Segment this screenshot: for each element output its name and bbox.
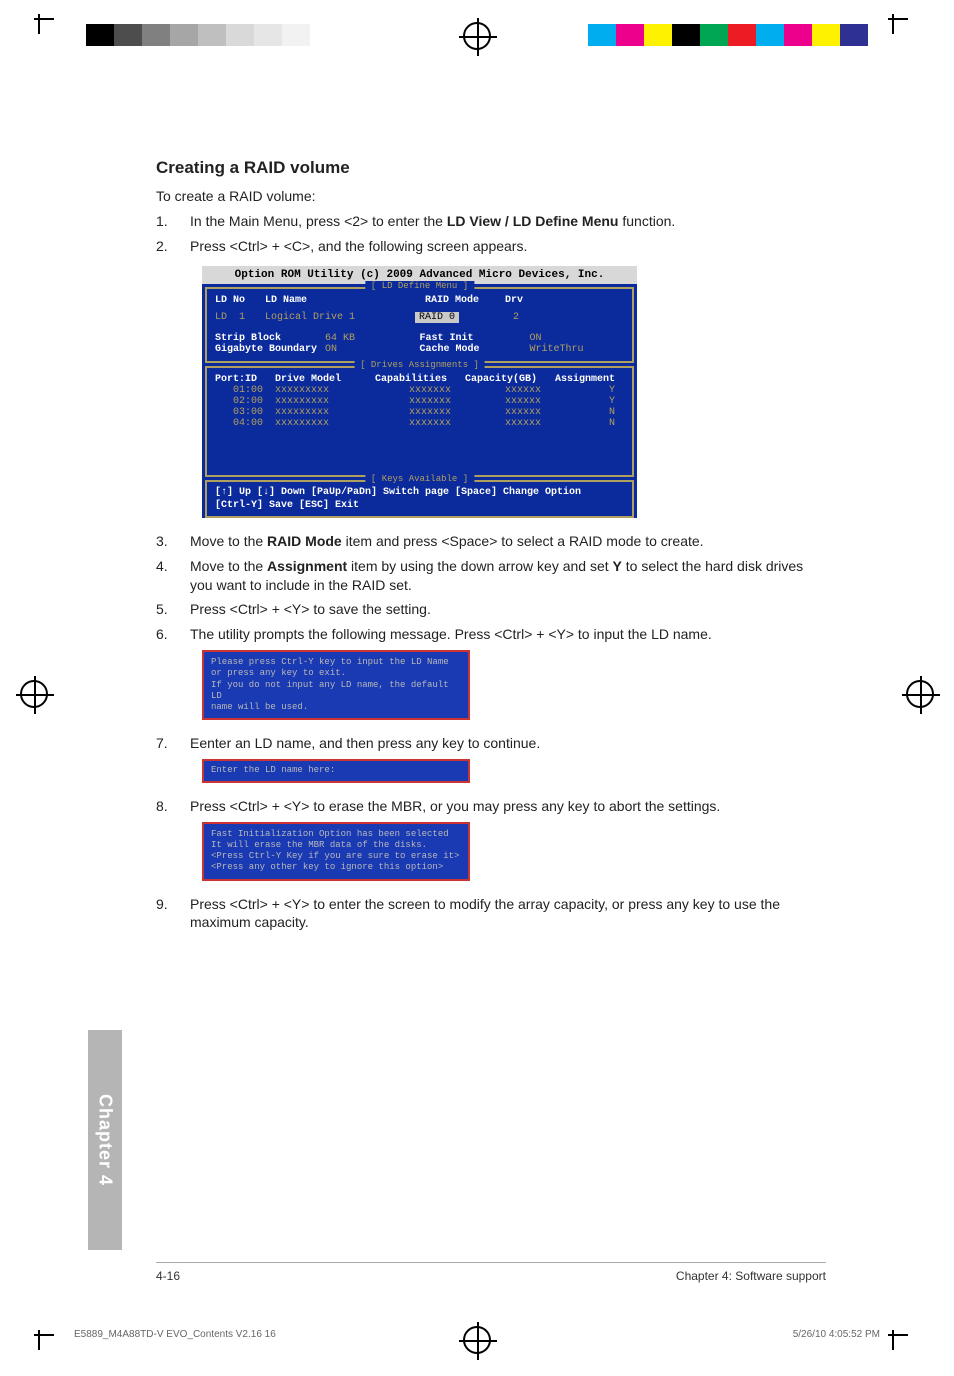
step: 9.Press <Ctrl> + <Y> to enter the screen… <box>156 895 826 933</box>
steps-list: 3. Move to the RAID Mode item and press … <box>156 532 826 644</box>
drive-row: 01:00xxxxxxxxxxxxxxxxxxxxxxY <box>215 385 624 396</box>
crop-mark <box>892 1334 916 1358</box>
chapter-tab: Chapter 4 <box>88 1030 122 1250</box>
color-swatches-left <box>86 24 366 46</box>
step: 5.Press <Ctrl> + <Y> to save the setting… <box>156 600 826 619</box>
step: 3. Move to the RAID Mode item and press … <box>156 532 826 551</box>
ld-row: LD 1 Logical Drive 1 RAID 0 2 <box>215 312 624 323</box>
step: 7.Eenter an LD name, and then press any … <box>156 734 826 753</box>
prompt-box: Please press Ctrl-Y key to input the LD … <box>202 650 470 720</box>
step-number: 1. <box>156 212 190 231</box>
step: 2. Press <Ctrl> + <C>, and the following… <box>156 237 826 256</box>
ld-meta: Strip Block64 KB Fast InitON Gigabyte Bo… <box>215 333 624 355</box>
registration-mark <box>20 680 48 708</box>
section-label: [ Keys Available ] <box>365 474 474 484</box>
drives-body: 01:00xxxxxxxxxxxxxxxxxxxxxxY02:00xxxxxxx… <box>215 385 624 429</box>
page: Creating a RAID volume To create a RAID … <box>0 0 954 1376</box>
bios-ld-define: [ LD Define Menu ] LD No LD Name RAID Mo… <box>205 287 634 363</box>
swatch <box>616 24 644 46</box>
step-number: 2. <box>156 237 190 256</box>
section-label: [ LD Define Menu ] <box>365 281 474 291</box>
registration-mark <box>906 680 934 708</box>
swatch <box>114 24 142 46</box>
swatch <box>728 24 756 46</box>
print-timestamp: 5/26/10 4:05:52 PM <box>793 1329 880 1340</box>
document-body: Creating a RAID volume To create a RAID … <box>156 158 826 938</box>
swatch <box>254 24 282 46</box>
swatch <box>310 24 338 46</box>
bios-drives: [ Drives Assignments ] Port:ID Drive Mod… <box>205 366 634 477</box>
swatch <box>840 24 868 46</box>
keys-line: [↑] Up [↓] Down [PaUp/PaDn] Switch page … <box>215 486 624 499</box>
bios-keys: [ Keys Available ] [↑] Up [↓] Down [PaUp… <box>205 480 634 518</box>
chapter-tab-label: Chapter 4 <box>95 1094 116 1186</box>
registration-mark <box>463 22 491 50</box>
print-job-line: E5889_M4A88TD-V EVO_Contents V2.16 16 5/… <box>74 1329 880 1340</box>
lead-text: To create a RAID volume: <box>156 188 826 204</box>
step-text: In the Main Menu, press <2> to enter the… <box>190 212 826 231</box>
steps-list: 8.Press <Ctrl> + <Y> to erase the MBR, o… <box>156 797 826 816</box>
swatch <box>756 24 784 46</box>
crop-mark <box>38 18 62 42</box>
prompt-box: Fast Initialization Option has been sele… <box>202 822 470 881</box>
crop-mark <box>38 1334 62 1358</box>
swatch <box>86 24 114 46</box>
swatch <box>170 24 198 46</box>
color-swatches-right <box>588 24 868 46</box>
swatch <box>700 24 728 46</box>
swatch <box>588 24 616 46</box>
raid-mode-value: RAID 0 <box>415 312 459 323</box>
swatch <box>226 24 254 46</box>
bios-screenshot: Option ROM Utility (c) 2009 Advanced Mic… <box>202 266 637 518</box>
swatch <box>784 24 812 46</box>
drive-row: 03:00xxxxxxxxxxxxxxxxxxxxxxN <box>215 407 624 418</box>
section-heading: Creating a RAID volume <box>156 158 826 178</box>
print-file: E5889_M4A88TD-V EVO_Contents V2.16 16 <box>74 1329 276 1340</box>
crop-mark <box>892 18 916 42</box>
steps-list: 1. In the Main Menu, press <2> to enter … <box>156 212 826 256</box>
ld-header: LD No LD Name RAID Mode Drv <box>215 295 624 306</box>
keys-line: [Ctrl-Y] Save [ESC] Exit <box>215 499 624 512</box>
swatch <box>644 24 672 46</box>
step-text: Press <Ctrl> + <C>, and the following sc… <box>190 237 826 256</box>
step: 1. In the Main Menu, press <2> to enter … <box>156 212 826 231</box>
step: 4. Move to the Assignment item by using … <box>156 557 826 595</box>
swatch <box>338 24 366 46</box>
steps-list: 9.Press <Ctrl> + <Y> to enter the screen… <box>156 895 826 933</box>
drives-header: Port:ID Drive Model Capabilities Capacit… <box>215 374 624 385</box>
drive-row: 02:00xxxxxxxxxxxxxxxxxxxxxxY <box>215 396 624 407</box>
drive-row: 04:00xxxxxxxxxxxxxxxxxxxxxxN <box>215 418 624 429</box>
swatch <box>282 24 310 46</box>
page-number: 4-16 <box>156 1269 180 1283</box>
swatch <box>198 24 226 46</box>
step: 6.The utility prompts the following mess… <box>156 625 826 644</box>
page-footer: 4-16 Chapter 4: Software support <box>156 1262 826 1283</box>
step: 8.Press <Ctrl> + <Y> to erase the MBR, o… <box>156 797 826 816</box>
swatch <box>672 24 700 46</box>
section-label: [ Drives Assignments ] <box>354 360 485 370</box>
prompt-box: Enter the LD name here: <box>202 759 470 782</box>
swatch <box>142 24 170 46</box>
footer-text: Chapter 4: Software support <box>676 1269 826 1283</box>
swatch <box>812 24 840 46</box>
steps-list: 7.Eenter an LD name, and then press any … <box>156 734 826 753</box>
